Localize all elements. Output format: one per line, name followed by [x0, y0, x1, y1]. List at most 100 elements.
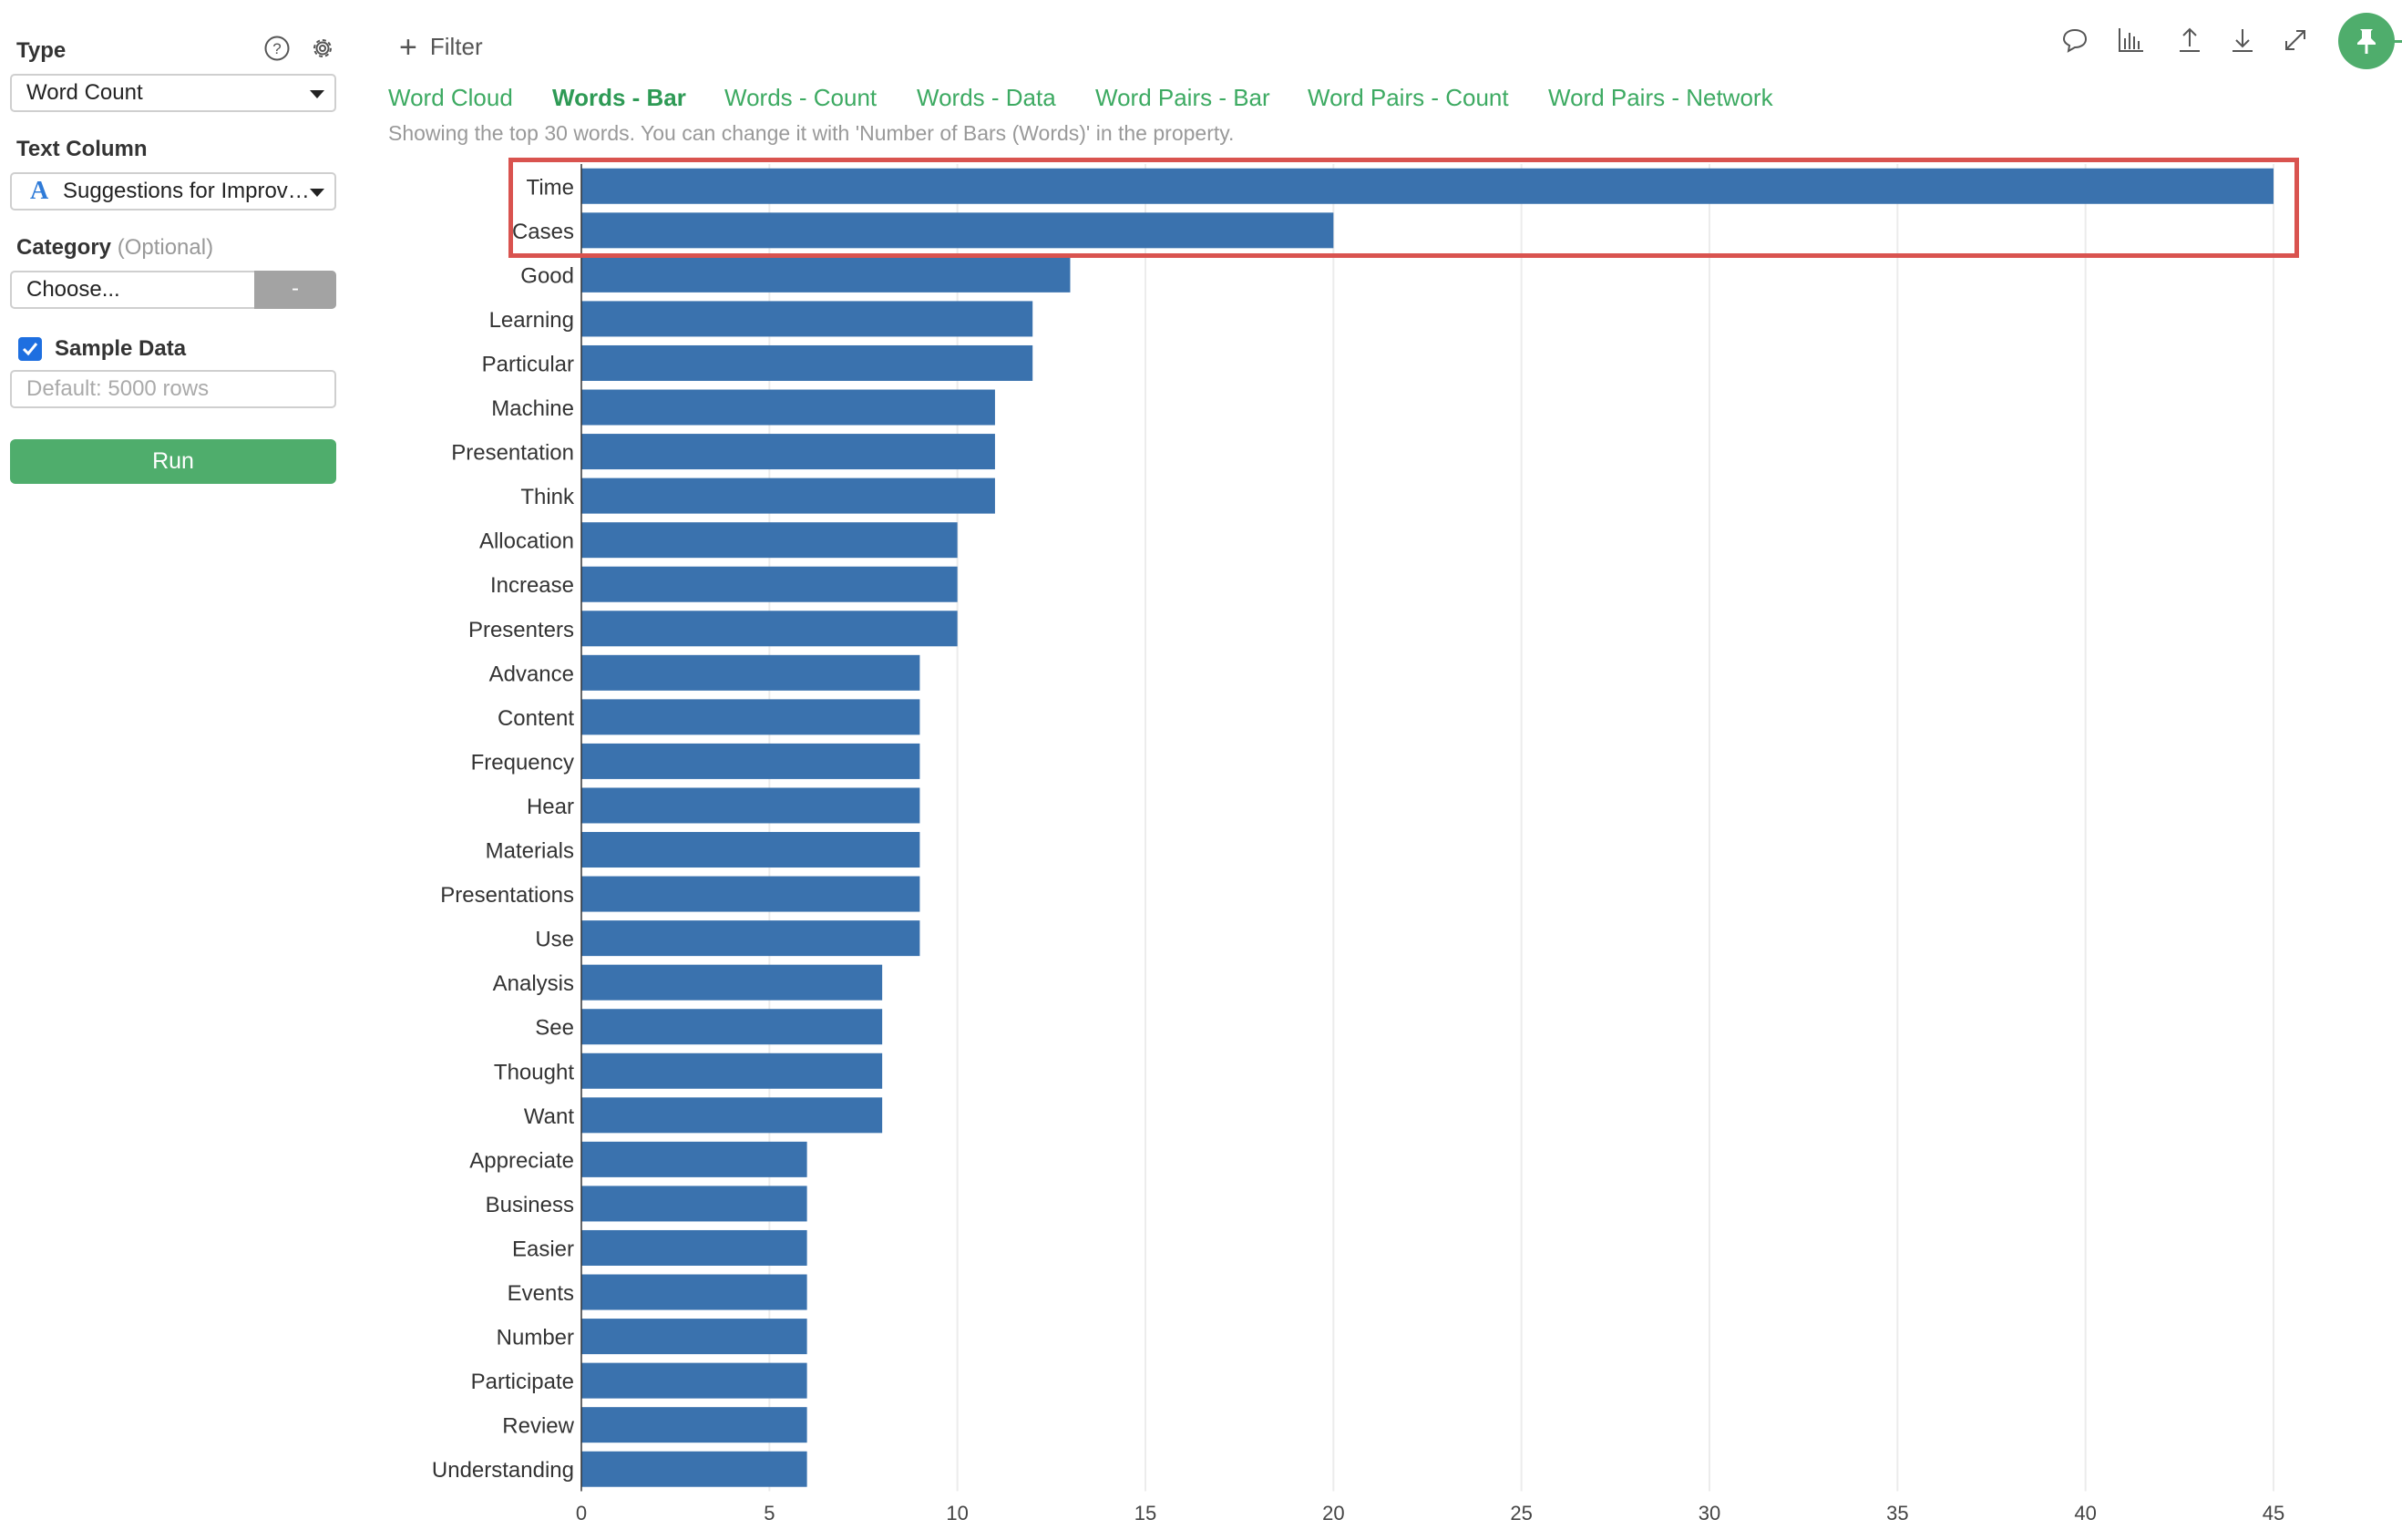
text-column-select[interactable]: A Suggestions for Improv…	[10, 172, 336, 210]
chart-info-note: Showing the top 30 words. You can change…	[388, 121, 1235, 145]
bar	[581, 743, 920, 779]
checkmark-icon	[22, 343, 38, 356]
bar	[581, 1319, 807, 1355]
bar	[581, 1009, 883, 1045]
pin-icon	[2357, 29, 2376, 54]
x-tick-label: 20	[1322, 1502, 1344, 1525]
type-select-value: Word Count	[26, 80, 143, 105]
category-clear-button[interactable]: -	[254, 271, 336, 309]
category-label: Materials	[486, 839, 574, 864]
category-label: Machine	[491, 396, 574, 421]
chevron-down-icon	[310, 189, 324, 197]
x-tick-label: 40	[2074, 1502, 2096, 1525]
category-label: See	[535, 1016, 574, 1041]
sample-rows-placeholder: Default: 5000 rows	[26, 376, 210, 401]
add-filter-button[interactable]: + Filter	[399, 27, 483, 65]
category-label: Thought	[494, 1060, 574, 1084]
x-tick-label: 15	[1134, 1502, 1156, 1525]
tab-word-pairs-count[interactable]: Word Pairs - Count	[1308, 84, 1509, 111]
bar	[581, 522, 958, 559]
bar	[581, 566, 958, 602]
bar	[581, 1141, 807, 1177]
sample-data-checkbox[interactable]	[18, 337, 42, 361]
gear-icon[interactable]	[308, 34, 337, 63]
svg-text:?: ?	[272, 40, 281, 57]
tab-words-count[interactable]: Words - Count	[724, 84, 878, 111]
bar	[581, 301, 1033, 337]
highlight-box	[508, 158, 2299, 258]
bar	[581, 654, 920, 691]
category-label: Easier	[512, 1237, 574, 1261]
category-label: Allocation	[479, 529, 574, 554]
category-label: Understanding	[432, 1458, 574, 1483]
bar	[581, 1274, 807, 1310]
x-tick-label: 10	[946, 1502, 968, 1525]
chart-icon[interactable]	[2116, 25, 2147, 56]
plus-icon: +	[399, 30, 417, 65]
bar	[581, 920, 920, 957]
tab-words-data[interactable]: Words - Data	[917, 84, 1056, 111]
help-icon[interactable]: ?	[262, 34, 292, 63]
category-label: Increase	[490, 573, 574, 598]
bar	[581, 787, 920, 824]
type-select[interactable]: Word Count	[10, 74, 336, 112]
category-label: Participate	[471, 1370, 574, 1394]
bar	[581, 1097, 883, 1134]
expand-icon[interactable]	[2280, 25, 2311, 56]
bar	[581, 832, 920, 868]
bar	[581, 1407, 807, 1443]
type-label: Type	[16, 38, 67, 63]
category-label: Business	[486, 1193, 574, 1217]
category-label: Presentation	[451, 441, 574, 466]
category-label: Cases	[512, 220, 574, 244]
category-label: Content	[498, 706, 574, 731]
x-tick-label: 0	[576, 1502, 587, 1525]
tab-word-pairs-network[interactable]: Word Pairs - Network	[1548, 84, 1773, 111]
download-icon[interactable]	[2227, 25, 2258, 56]
category-label: Events	[508, 1281, 574, 1306]
bar	[581, 256, 1071, 293]
category-label: Appreciate	[469, 1148, 574, 1173]
upload-icon[interactable]	[2174, 25, 2205, 56]
bar	[581, 876, 920, 912]
category-label: Presenters	[468, 618, 574, 642]
bar	[581, 389, 995, 426]
bar	[581, 1451, 807, 1487]
category-label-text: Category	[16, 235, 112, 260]
comment-icon[interactable]	[2059, 25, 2090, 56]
bar	[581, 964, 883, 1001]
category-label: Think	[520, 485, 575, 509]
bar	[581, 168, 2274, 204]
category-label: Particular	[482, 352, 574, 376]
tab-words-bar[interactable]: Words - Bar	[552, 84, 686, 111]
tab-word-cloud[interactable]: Word Cloud	[388, 84, 513, 111]
text-type-icon: A	[30, 177, 49, 205]
pin-button[interactable]	[2338, 13, 2395, 69]
sample-rows-input[interactable]: Default: 5000 rows	[10, 370, 336, 408]
x-tick-label: 25	[1510, 1502, 1532, 1525]
category-label: Hear	[527, 795, 574, 819]
category-label: Review	[502, 1414, 574, 1439]
category-select[interactable]: Choose... -	[10, 271, 336, 309]
bar	[581, 434, 995, 470]
category-label: Learning	[489, 308, 574, 333]
x-tick-label: 45	[2263, 1502, 2284, 1525]
text-column-label: Text Column	[16, 137, 148, 161]
text-column-value: Suggestions for Improv…	[63, 179, 310, 203]
bar	[581, 477, 995, 514]
category-label: Advance	[489, 662, 574, 686]
category-label: Frequency	[471, 750, 574, 775]
bar	[581, 344, 1033, 381]
run-button[interactable]: Run	[10, 439, 336, 484]
filter-label: Filter	[429, 33, 483, 60]
category-label: Want	[524, 1104, 574, 1129]
bar	[581, 1052, 883, 1089]
tab-word-pairs-bar[interactable]: Word Pairs - Bar	[1095, 84, 1270, 111]
sample-data-label: Sample Data	[55, 336, 187, 361]
category-label: Use	[535, 928, 574, 952]
category-label: Analysis	[493, 971, 574, 996]
category-label: Good	[520, 263, 574, 288]
chevron-down-icon	[310, 90, 324, 98]
bar	[581, 611, 958, 647]
